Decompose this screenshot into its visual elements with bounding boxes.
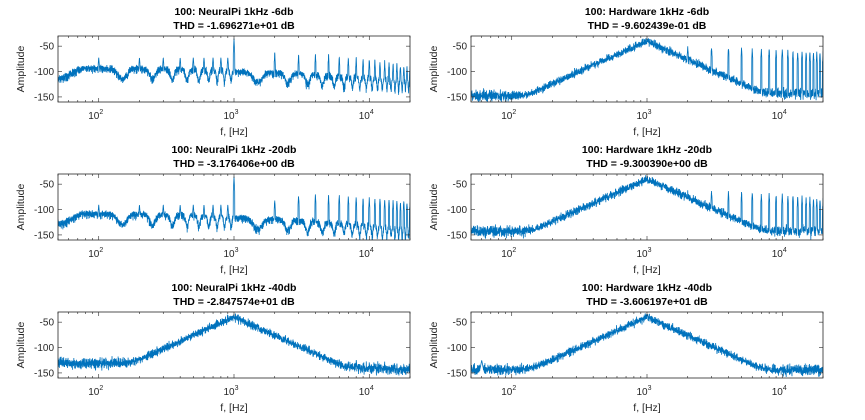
y-axis-label: Amplitude (428, 322, 440, 369)
y-tick-label: -100 (34, 67, 54, 78)
subplot-1: 100: NeuralPi 1kHz -6db THD = -1.696271e+… (15, 6, 411, 138)
x-tick-label: 102 (501, 247, 516, 260)
y-axis-label: Amplitude (428, 46, 440, 93)
subplot-5: 100: NeuralPi 1kHz -40db THD = -2.847574e… (15, 282, 411, 414)
y-tick-label: -50 (453, 42, 468, 53)
y-tick-label: -50 (40, 318, 55, 329)
x-tick-label: 103 (223, 385, 238, 398)
y-tick-label: -150 (447, 92, 467, 103)
subplot-4: 100: Hardware 1kHz -20db THD = -9.300390e… (428, 144, 824, 276)
x-axis-label: f, [Hz] (633, 264, 661, 276)
subplot-title: 100: NeuralPi 1kHz -6db (174, 6, 293, 18)
y-tick-label: -50 (40, 180, 55, 191)
x-tick-label: 103 (636, 385, 651, 398)
y-axis-label: Amplitude (15, 184, 27, 231)
x-tick-label: 102 (501, 385, 516, 398)
x-tick-label: 102 (88, 385, 103, 398)
subplot-6: 100: Hardware 1kHz -40db THD = -3.606197e… (428, 282, 824, 414)
y-tick-label: -100 (34, 343, 54, 354)
x-tick-label: 103 (636, 109, 651, 122)
subplot-title: 100: Hardware 1kHz -6db (585, 6, 709, 18)
y-tick-label: -100 (447, 205, 467, 216)
x-tick-label: 103 (223, 247, 238, 260)
x-tick-label: 104 (359, 109, 374, 122)
x-axis-label: f, [Hz] (633, 402, 661, 414)
y-axis-label: Amplitude (428, 184, 440, 231)
x-tick-label: 102 (88, 109, 103, 122)
spectrum-trace (58, 38, 410, 95)
y-tick-label: -50 (453, 180, 468, 191)
subplot-thd: THD = -2.847574e+01 dB (173, 296, 295, 308)
x-tick-label: 102 (88, 247, 103, 260)
subplot-3: 100: NeuralPi 1kHz -20db THD = -3.176406e… (15, 144, 411, 276)
y-tick-label: -100 (34, 205, 54, 216)
spectrum-trace (471, 175, 823, 240)
x-axis-label: f, [Hz] (633, 126, 661, 138)
y-axis-label: Amplitude (15, 46, 27, 93)
x-tick-label: 102 (501, 109, 516, 122)
subplot-title: 100: NeuralPi 1kHz -20db (172, 144, 297, 156)
x-axis-label: f, [Hz] (220, 264, 248, 276)
y-tick-label: -100 (447, 67, 467, 78)
subplot-thd: THD = -3.176406e+00 dB (173, 158, 295, 170)
x-tick-label: 103 (636, 247, 651, 260)
subplot-title: 100: Hardware 1kHz -40db (582, 282, 712, 294)
subplot-thd: THD = -3.606197e+01 dB (586, 296, 708, 308)
x-tick-label: 104 (359, 247, 374, 260)
y-tick-label: -150 (34, 92, 54, 103)
x-axis-label: f, [Hz] (220, 402, 248, 414)
y-tick-label: -150 (447, 230, 467, 241)
subplot-thd: THD = -9.602439e-01 dB (588, 20, 707, 32)
y-tick-label: -150 (447, 368, 467, 379)
y-tick-label: -100 (447, 343, 467, 354)
x-tick-label: 104 (772, 109, 787, 122)
x-tick-label: 104 (772, 385, 787, 398)
y-tick-label: -50 (40, 42, 55, 53)
spectrum-trace (58, 313, 410, 376)
subplot-thd: THD = -1.696271e+01 dB (173, 20, 295, 32)
x-tick-label: 104 (359, 385, 374, 398)
spectrum-trace (471, 38, 823, 102)
spectrum-trace (471, 313, 823, 378)
x-axis-label: f, [Hz] (220, 126, 248, 138)
x-tick-label: 104 (772, 247, 787, 260)
x-tick-label: 103 (223, 109, 238, 122)
subplot-thd: THD = -9.300390e+00 dB (586, 158, 708, 170)
subplot-title: 100: Hardware 1kHz -20db (582, 144, 712, 156)
y-axis-label: Amplitude (15, 322, 27, 369)
y-tick-label: -150 (34, 368, 54, 379)
spectrum-trace (58, 176, 410, 240)
subplot-2: 100: Hardware 1kHz -6db THD = -9.602439e-… (428, 6, 824, 138)
subplot-title: 100: NeuralPi 1kHz -40db (172, 282, 297, 294)
y-tick-label: -150 (34, 230, 54, 241)
y-tick-label: -50 (453, 318, 468, 329)
